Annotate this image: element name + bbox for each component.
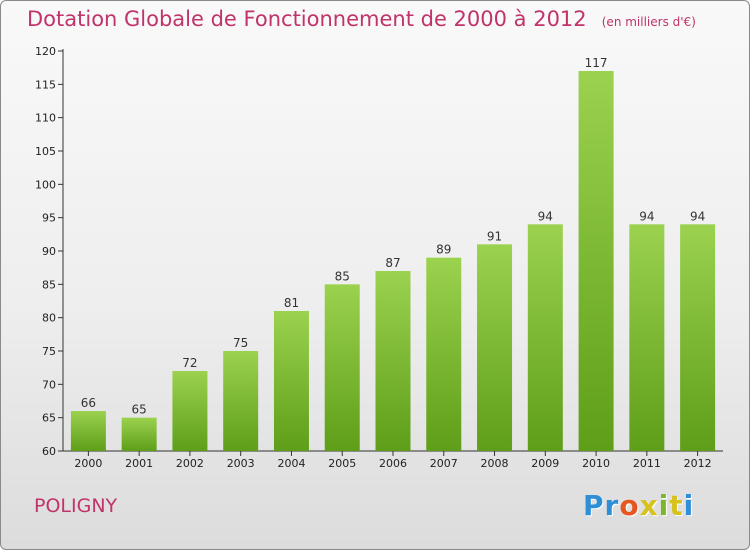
logo-letter: o xyxy=(619,489,640,522)
x-tick-label: 2000 xyxy=(74,457,102,470)
x-tick-label: 2009 xyxy=(531,457,559,470)
x-tick-label: 2010 xyxy=(582,457,610,470)
y-tick-label: 100 xyxy=(35,178,56,191)
bar xyxy=(375,271,411,451)
bar xyxy=(680,224,716,451)
bar xyxy=(70,411,106,451)
bar-value-label: 94 xyxy=(639,209,654,223)
bar-value-label: 65 xyxy=(132,403,147,417)
y-tick-label: 105 xyxy=(35,145,56,158)
y-tick-label: 80 xyxy=(42,312,56,325)
x-tick-label: 2005 xyxy=(328,457,356,470)
bar xyxy=(629,224,665,451)
bar xyxy=(477,244,513,451)
x-tick-label: 2003 xyxy=(227,457,255,470)
bar-value-label: 75 xyxy=(233,336,248,350)
y-tick-label: 70 xyxy=(42,378,56,391)
bar-value-label: 72 xyxy=(182,356,197,370)
x-tick-label: 2012 xyxy=(684,457,712,470)
bar-value-label: 117 xyxy=(585,56,608,70)
logo-letter: P xyxy=(583,489,605,522)
bar-value-label: 85 xyxy=(335,269,350,283)
logo-letter: i xyxy=(658,489,670,522)
y-tick-label: 95 xyxy=(42,212,56,225)
y-tick-label: 65 xyxy=(42,412,56,425)
bar xyxy=(172,371,208,451)
y-tick-label: 110 xyxy=(35,112,56,125)
x-tick-label: 2008 xyxy=(481,457,509,470)
x-tick-label: 2007 xyxy=(430,457,458,470)
chart-title-block: Dotation Globale de Fonctionnement de 20… xyxy=(27,7,696,31)
logo-letter: t xyxy=(669,489,684,522)
x-tick-label: 2002 xyxy=(176,457,204,470)
bar-value-label: 81 xyxy=(284,296,299,310)
bar xyxy=(223,351,259,451)
bar xyxy=(273,311,309,451)
bar xyxy=(578,71,614,451)
chart-unit-note: (en milliers d'€) xyxy=(601,15,696,29)
bar xyxy=(426,257,462,451)
y-tick-label: 75 xyxy=(42,345,56,358)
proxiti-logo: Proxiti xyxy=(583,489,694,522)
chart-title: Dotation Globale de Fonctionnement de 20… xyxy=(27,7,587,31)
y-tick-label: 90 xyxy=(42,245,56,258)
commune-name: POLIGNY xyxy=(34,495,118,517)
y-tick-label: 60 xyxy=(42,445,56,458)
bar xyxy=(324,284,360,451)
y-tick-label: 115 xyxy=(35,78,56,91)
x-tick-label: 2006 xyxy=(379,457,407,470)
bar-value-label: 91 xyxy=(487,229,502,243)
logo-letter: i xyxy=(683,489,695,522)
y-tick-label: 85 xyxy=(42,278,56,291)
bar xyxy=(527,224,563,451)
logo-letter: x xyxy=(639,489,659,522)
bar-value-label: 66 xyxy=(81,396,96,410)
bar-value-label: 94 xyxy=(690,209,705,223)
y-tick-label: 120 xyxy=(35,45,56,58)
x-tick-label: 2001 xyxy=(125,457,153,470)
bar-value-label: 89 xyxy=(436,243,451,257)
bar xyxy=(121,417,157,451)
logo-letter: r xyxy=(604,489,620,522)
bar-value-label: 87 xyxy=(385,256,400,270)
x-tick-label: 2004 xyxy=(277,457,305,470)
bar-value-label: 94 xyxy=(538,209,553,223)
x-tick-label: 2011 xyxy=(633,457,661,470)
